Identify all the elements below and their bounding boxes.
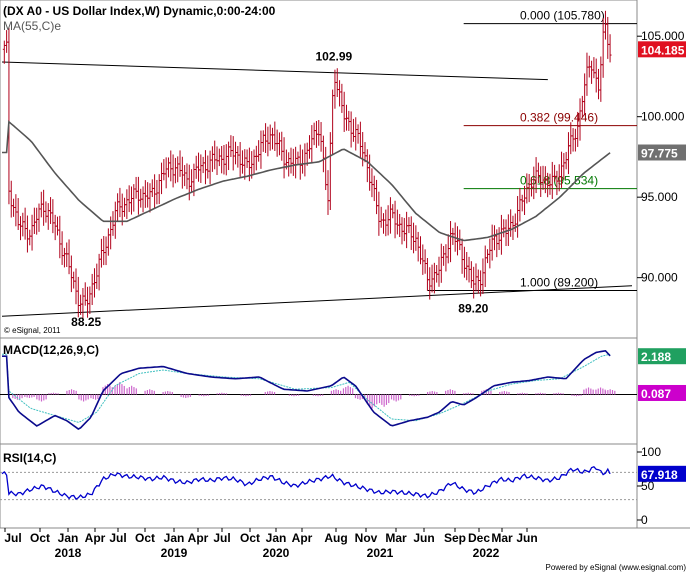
- ma-value: 97.775: [641, 147, 678, 161]
- macd-line: [2, 349, 611, 430]
- price-y-tick-label: 90.000: [641, 271, 678, 285]
- macd-signal-line: [2, 353, 611, 423]
- x-month-label: Oct: [135, 531, 155, 545]
- footer-text: Powered by eSignal (www.esignal.com): [545, 563, 686, 572]
- price-y-tick-label: 95.000: [641, 190, 678, 204]
- last-price-box: [638, 41, 686, 58]
- x-month-label: Oct: [30, 531, 50, 545]
- annotation-label: 88.25: [71, 315, 101, 329]
- x-month-label: Nov: [355, 531, 378, 545]
- x-axis: Jul Oct Jan Apr Jul Oct Jan Apr Jul Oct Jan Apr Aug N…: [4, 528, 538, 560]
- x-year-label: 2019: [161, 546, 188, 560]
- x-month-label: Jan: [58, 531, 79, 545]
- annotation-label: 102.99: [315, 50, 352, 64]
- ma-box: [638, 144, 686, 161]
- x-month-label: Dec: [468, 531, 490, 545]
- ma-label: MA(55,C)e: [3, 19, 61, 33]
- upper-trendline: [1, 61, 548, 81]
- macd-panel-frame: [0, 337, 638, 445]
- x-month-label: Jul: [109, 531, 126, 545]
- x-month-label: Jun: [516, 531, 537, 545]
- rsi-title: RSI(14,C): [3, 451, 56, 465]
- x-month-label: Sep: [444, 531, 466, 545]
- x-year-label: 2022: [473, 546, 500, 560]
- lower-trendline: [1, 285, 633, 317]
- rsi-y-tick-label: 0: [641, 513, 648, 527]
- x-month-label: Apr: [188, 531, 209, 545]
- credit-text: © eSignal, 2011: [4, 326, 61, 335]
- rsi-box: [638, 465, 686, 482]
- x-year-label: 2018: [55, 546, 82, 560]
- price-y-tick-label: 105.000: [641, 29, 685, 43]
- x-year-label: 2020: [263, 546, 290, 560]
- x-month-label: Jan: [164, 531, 185, 545]
- x-year-label: 2021: [367, 546, 394, 560]
- x-month-label: Mar: [491, 531, 513, 545]
- macd-box: [638, 348, 686, 365]
- x-month-label: Mar: [385, 531, 407, 545]
- rsi-y-tick-label: 50: [641, 479, 655, 493]
- x-month-label: Jun: [413, 531, 434, 545]
- price-y-tick-label: 100.000: [641, 110, 685, 124]
- x-month-label: Apr: [85, 531, 106, 545]
- chart-title: (DX A0 - US Dollar Index,W) Dynamic,0:00…: [3, 4, 276, 18]
- macd-layer: 2.188 0.087: [0, 348, 686, 430]
- macd-signal-box: [638, 384, 686, 401]
- annotation-label: 89.20: [458, 302, 488, 316]
- macd-title: MACD(12,26,9,C): [3, 343, 99, 357]
- x-month-label: Aug: [324, 531, 347, 545]
- fib-label-1: 0.382 (99.446): [520, 111, 598, 125]
- price-panel-frame: [0, 0, 638, 339]
- rsi-y-tick-label: 100: [641, 445, 661, 459]
- fib-label-0: 0.000 (105.780): [520, 9, 605, 23]
- rsi-value: 67.918: [641, 468, 678, 482]
- price-layer: 0.000 (105.780)0.382 (99.446)0.618 (95.5…: [1, 9, 686, 329]
- x-month-label: Jan: [266, 531, 287, 545]
- macd-value: 2.188: [641, 350, 671, 364]
- last-price-value: 104.185: [641, 43, 685, 57]
- x-month-label: Oct: [240, 531, 260, 545]
- rsi-layer: 100 50 0 67.918: [0, 445, 686, 527]
- fib-label-3: 1.000 (89.200): [520, 276, 598, 290]
- x-month-label: Jul: [213, 531, 230, 545]
- x-month-label: Jul: [4, 531, 21, 545]
- rsi-panel-frame: [0, 443, 638, 529]
- macd-signal-value: 0.087: [641, 387, 671, 401]
- x-month-label: Apr: [292, 531, 313, 545]
- rsi-line: [1, 466, 611, 500]
- ma-line: [2, 120, 611, 242]
